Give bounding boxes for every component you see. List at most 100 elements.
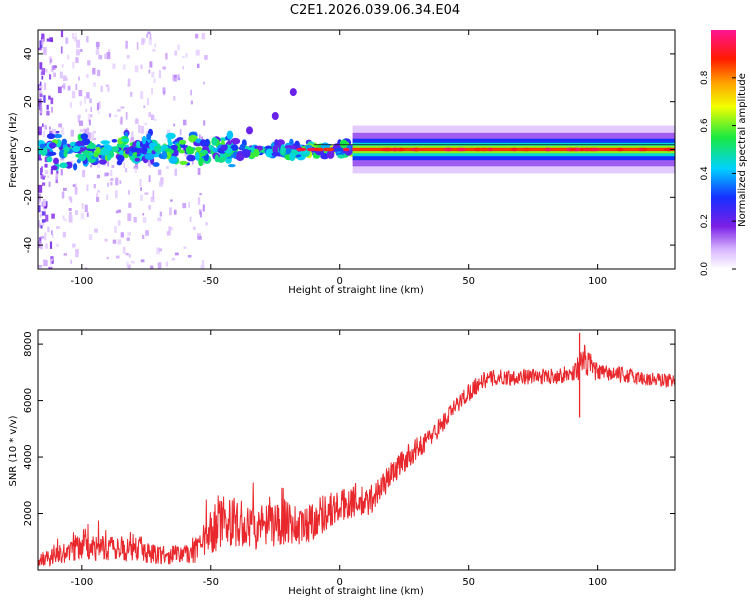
- spectrogram-noise-cell: [68, 196, 72, 201]
- spectrogram-noise-cell: [130, 260, 135, 264]
- spectrogram-noise-cell: [127, 78, 131, 87]
- spectrogram-noise-cell: [169, 207, 172, 216]
- spectrogram-blob: [146, 133, 152, 140]
- spectrogram-noise-cell: [140, 91, 144, 100]
- spectrogram-noise-cell: [173, 96, 176, 101]
- spectrogram-noise-cell: [43, 175, 46, 178]
- spectrogram-blob: [302, 150, 308, 155]
- spectrogram-noise-cell: [40, 71, 45, 76]
- spectrogram-noise-cell: [47, 226, 50, 233]
- spectrogram-noise-cell: [51, 213, 55, 219]
- spectrogram-noise-cell: [202, 204, 205, 212]
- spectrogram-noise-cell: [201, 136, 204, 142]
- spectrogram-blob: [72, 145, 81, 153]
- spectrogram-peak-spot: [342, 147, 350, 152]
- drift-feature-point: [271, 112, 279, 120]
- spectrogram-noise-cell: [111, 165, 115, 168]
- spectrogram-ticks: -100 -50 0 50 100 -40 -20 0 20 40: [23, 30, 675, 287]
- spectrogram-noise-cell: [77, 116, 81, 123]
- spectrogram-blob: [256, 145, 263, 151]
- spectrogram-noise-cell: [153, 118, 157, 121]
- spectrogram-noise-cell: [48, 56, 53, 59]
- spectrogram-noise-cell: [114, 114, 118, 117]
- spectrogram-noise-cell: [139, 179, 142, 187]
- spectrogram-noise-cell: [115, 255, 120, 259]
- snr-x-tick-label: -100: [70, 577, 93, 588]
- spectrogram-blob: [175, 143, 182, 152]
- spectrogram-noise-cell: [50, 256, 54, 259]
- spectrogram-noise-cell: [148, 69, 151, 74]
- spectrogram-noise-cell: [104, 172, 109, 177]
- spectrogram-noise-cell: [75, 83, 78, 91]
- spectrogram-peak-spot: [473, 147, 483, 152]
- spectrogram-noise-cell: [98, 55, 103, 60]
- spectrogram-peak-spot: [521, 147, 532, 152]
- spectrogram-blob: [289, 152, 296, 162]
- spectrogram-x-tick-label: -50: [203, 276, 219, 287]
- spectrogram-noise-cell: [51, 65, 56, 70]
- spectrogram-noise-cell: [158, 248, 163, 252]
- spectrogram-blob: [320, 153, 329, 160]
- snr-x-tick-label: 50: [462, 577, 475, 588]
- spectrogram-noise-cell: [42, 123, 44, 128]
- spectrogram-noise-cell: [138, 125, 141, 133]
- spectrogram-noise-cell: [50, 69, 54, 72]
- spectrogram-noise-cell: [57, 86, 62, 94]
- spectrogram-noise-cell: [188, 202, 190, 208]
- spectrogram-noise-cell: [118, 209, 122, 213]
- spectrogram-noise-cell: [72, 243, 76, 248]
- spectrogram-noise-cell: [174, 74, 177, 78]
- spectrogram-blob: [111, 146, 119, 153]
- spectrogram-noise-cell: [117, 239, 122, 245]
- spectrogram-noise-cell: [198, 134, 201, 141]
- colorbar-label: Normalized spectral amplitude: [737, 73, 748, 227]
- spectrogram-noise-cell: [126, 261, 129, 267]
- spectrogram-noise-cell: [100, 85, 103, 92]
- spectrogram-noise-cell: [75, 33, 77, 37]
- spectrogram-noise-cell: [38, 265, 43, 268]
- spectrogram-noise-cell: [148, 175, 151, 182]
- spectrogram-noise-cell: [75, 249, 79, 258]
- spectrogram-noise-cell: [79, 129, 83, 132]
- spectrogram-noise-cell: [41, 33, 45, 42]
- spectrogram-noise-cell: [166, 166, 169, 169]
- spectrogram-noise-cell: [185, 164, 188, 168]
- colorbar-tick-label: 0.0: [700, 262, 710, 277]
- spectrogram-noise-cell: [127, 213, 132, 222]
- spectrogram-noise-cell: [60, 30, 64, 38]
- spectrogram-blob: [194, 146, 203, 152]
- spectrogram-blob: [39, 143, 45, 149]
- spectrogram-blob: [161, 150, 167, 160]
- spectrogram-blob: [107, 154, 112, 161]
- spectrogram-noise-cell: [195, 33, 199, 39]
- spectrogram-peak-spot: [391, 147, 400, 152]
- spectrogram-noise-cell: [62, 82, 66, 88]
- spectrogram-noise-cell: [154, 43, 156, 48]
- spectrogram-blob: [48, 142, 57, 149]
- spectrogram-noise-cell: [48, 95, 51, 100]
- spectrogram-noise-cell: [53, 72, 56, 77]
- spectrogram-blob: [214, 154, 219, 163]
- spectrogram-noise-cell: [122, 64, 126, 70]
- spectrogram-x-tick-label: -100: [70, 276, 93, 287]
- figure-title: C2E1.2026.039.06.34.E04: [290, 3, 460, 18]
- spectrogram-noise-cell: [107, 87, 110, 92]
- spectrogram-noise-cell: [83, 128, 85, 133]
- spectrogram-blob: [80, 133, 89, 140]
- spectrogram-noise-cell: [185, 53, 188, 58]
- spectrogram-noise-cell: [106, 52, 111, 60]
- spectrogram-y-tick-label: 40: [23, 48, 34, 61]
- spectrogram-x-axis-label: Height of straight line (km): [288, 285, 424, 296]
- spectrogram-noise-cell: [97, 162, 101, 169]
- spectrogram-noise-cell: [140, 259, 145, 263]
- spectrogram-noise-cell: [128, 202, 132, 208]
- spectrogram-noise-cell: [197, 63, 200, 68]
- spectrogram-noise-cell: [88, 119, 91, 126]
- spectrogram-blob: [271, 152, 281, 157]
- spectrogram-noise-cell: [61, 191, 65, 199]
- spectrogram-noise-cell: [197, 197, 201, 205]
- spectrogram-peak-spot: [414, 147, 420, 152]
- spectrogram-noise-cell: [87, 132, 91, 141]
- spectrogram-blob: [170, 144, 178, 150]
